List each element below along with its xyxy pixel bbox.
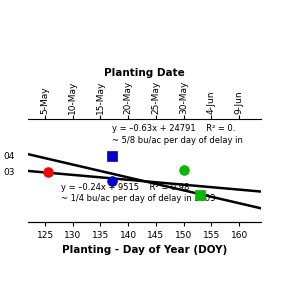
Text: 03: 03 [3, 168, 14, 177]
X-axis label: Planting Date: Planting Date [105, 68, 185, 78]
X-axis label: Planting - Day of Year (DOY): Planting - Day of Year (DOY) [62, 245, 227, 255]
Text: y = –0.24x + 9515    R² = 0.98
~ 1/4 bu/ac per day of delay in 2003: y = –0.24x + 9515 R² = 0.98 ~ 1/4 bu/ac … [61, 183, 216, 203]
Text: y = –0.63x + 24791    R² = 0.
~ 5/8 bu/ac per day of delay in: y = –0.63x + 24791 R² = 0. ~ 5/8 bu/ac p… [112, 124, 243, 145]
Text: 04: 04 [3, 152, 14, 160]
